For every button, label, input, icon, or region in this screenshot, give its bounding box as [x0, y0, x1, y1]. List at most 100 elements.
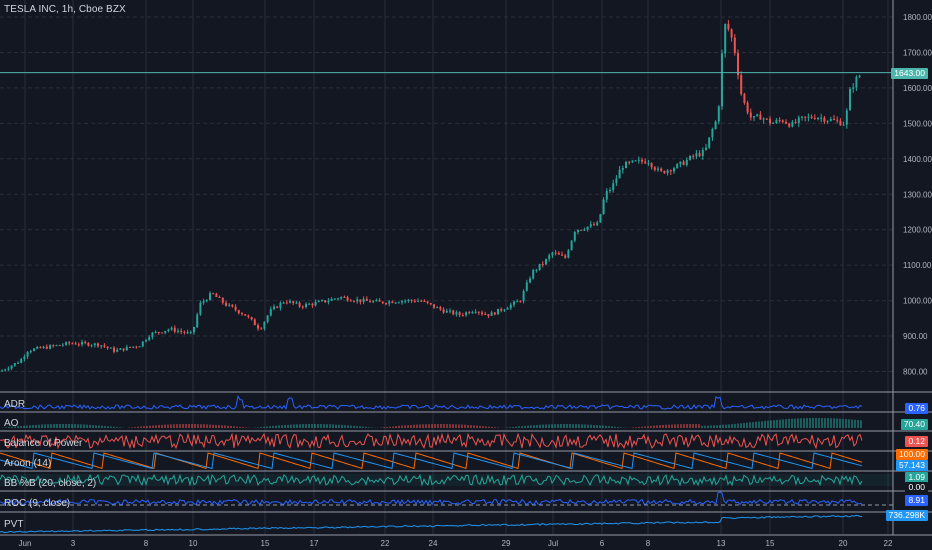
- candle-body: [615, 178, 618, 184]
- indicator-label-bop[interactable]: Balance of Power: [4, 438, 83, 449]
- candle-body: [561, 254, 563, 256]
- candle-body: [196, 314, 199, 327]
- candle-body: [612, 183, 615, 190]
- candle-body: [695, 153, 698, 157]
- candle-body: [263, 321, 266, 329]
- candle-body: [717, 106, 720, 122]
- candle-body: [577, 229, 579, 232]
- candle-body: [813, 118, 816, 120]
- candle-body: [724, 24, 727, 54]
- candle-body: [317, 301, 320, 303]
- candle-body: [500, 308, 503, 311]
- x-tick-label: Jun: [19, 539, 32, 548]
- candle-body: [580, 229, 583, 231]
- indicator-label-pvt[interactable]: PVT: [4, 519, 24, 530]
- candle-body: [525, 282, 528, 291]
- candle-body: [423, 301, 426, 303]
- candle-body: [807, 116, 810, 118]
- candle-body: [247, 315, 250, 318]
- candle-body: [593, 224, 595, 226]
- candle-body: [87, 342, 90, 346]
- candle-body: [708, 137, 711, 148]
- candle-body: [429, 303, 432, 305]
- candle-body: [353, 301, 355, 303]
- aroon-up-badge: 100.00: [896, 449, 928, 460]
- x-tick-label: 13: [717, 539, 726, 548]
- candle-body: [442, 309, 445, 313]
- candle-body: [375, 300, 378, 302]
- y-tick-label: 1800.00: [903, 13, 932, 22]
- candle-body: [698, 153, 701, 157]
- candle-body: [545, 259, 547, 265]
- candle-body: [673, 168, 675, 172]
- candle-body: [778, 120, 781, 122]
- candle-body: [845, 110, 848, 125]
- candle-body: [273, 306, 275, 310]
- candle-body: [817, 117, 819, 119]
- candle-body: [29, 350, 32, 353]
- candle-body: [292, 301, 295, 304]
- candle-body: [621, 168, 624, 170]
- candle-body: [295, 302, 298, 304]
- candle-body: [858, 75, 861, 77]
- candle-body: [77, 344, 80, 346]
- candle-body: [164, 331, 167, 333]
- candle-body: [45, 346, 48, 349]
- candle-body: [167, 329, 170, 332]
- candle-body: [359, 299, 362, 303]
- candle-body: [705, 147, 707, 150]
- candle-body: [135, 346, 138, 348]
- candle-body: [660, 168, 663, 171]
- candle-body: [465, 312, 467, 316]
- y-tick-label: 1400.00: [903, 155, 932, 164]
- adr-value-badge: 0.76: [905, 403, 928, 414]
- candle-body: [324, 300, 327, 303]
- candle-body: [276, 306, 279, 308]
- candle-body: [397, 302, 400, 304]
- indicator-label-adr[interactable]: ADR: [4, 399, 26, 410]
- x-tick-label: 3: [71, 539, 76, 548]
- indicator-label-aroon[interactable]: Aroon (14): [4, 458, 52, 469]
- candle-body: [23, 356, 26, 360]
- candle-body: [439, 307, 442, 310]
- candle-body: [244, 314, 247, 316]
- candle-body: [685, 159, 688, 165]
- indicator-label-ao[interactable]: AO: [4, 418, 19, 429]
- candle-body: [468, 312, 471, 314]
- candle-body: [513, 301, 515, 305]
- candle-body: [692, 155, 695, 157]
- candle-body: [113, 347, 115, 352]
- candle-body: [625, 161, 627, 169]
- candle-body: [308, 303, 311, 305]
- candle-body: [4, 369, 7, 371]
- x-tick-label: 15: [261, 539, 270, 548]
- candle-body: [679, 161, 682, 164]
- candle-body: [356, 299, 359, 302]
- indicator-label-bb[interactable]: BB %B (20, close, 2): [4, 478, 97, 489]
- candle-body: [161, 332, 163, 334]
- candle-body: [61, 344, 64, 346]
- current-price-badge: 1643.00: [891, 68, 928, 79]
- indicator-label-roc[interactable]: ROC (9, close): [4, 498, 71, 509]
- bop-value-badge: 0.12: [905, 436, 928, 447]
- candle-body: [733, 37, 736, 54]
- candle-body: [583, 229, 586, 231]
- candle-body: [797, 117, 800, 123]
- candle-body: [740, 75, 743, 94]
- candle-body: [52, 345, 55, 347]
- candle-body: [644, 161, 647, 164]
- candle-body: [762, 118, 765, 120]
- candle-body: [68, 342, 71, 344]
- y-tick-label: 1500.00: [903, 119, 932, 128]
- candle-body: [538, 263, 541, 270]
- candle-body: [801, 116, 803, 118]
- candle-body: [820, 117, 823, 119]
- candle-body: [154, 331, 157, 333]
- candle-body: [522, 290, 525, 302]
- candle-body: [666, 170, 669, 174]
- candle-body: [689, 155, 691, 160]
- candle-body: [205, 300, 208, 302]
- candle-body: [804, 116, 807, 118]
